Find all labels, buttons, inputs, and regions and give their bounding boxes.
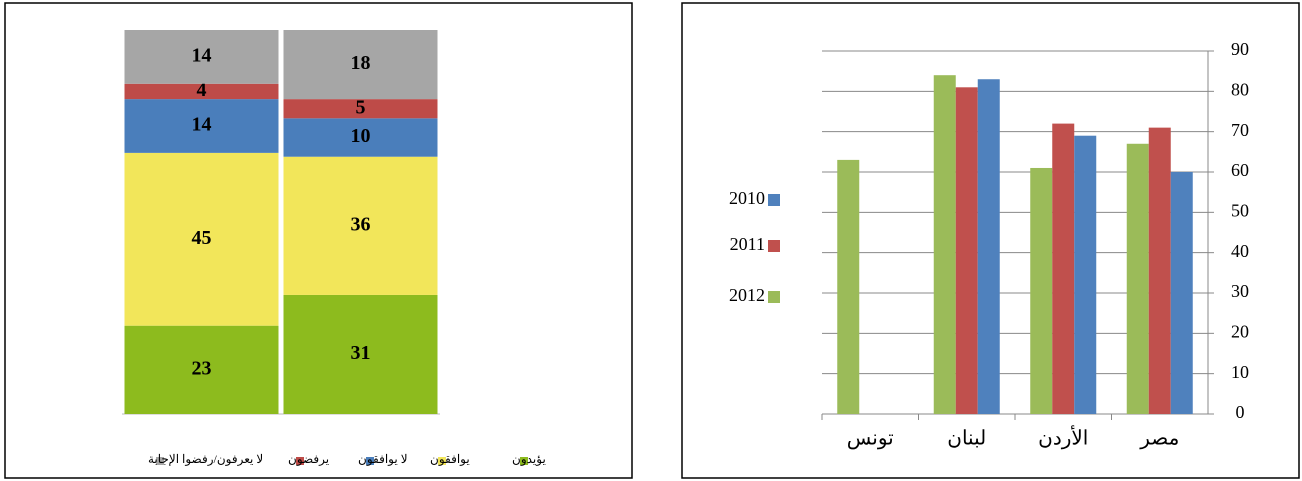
legend-label: لا يوافقون: [358, 452, 408, 466]
bar: [837, 159, 860, 414]
data-label: 14: [192, 114, 212, 136]
y-tick-label: 20: [1231, 321, 1249, 341]
legend-swatch: [438, 457, 446, 465]
x-tick-label: الأردن: [1038, 425, 1088, 450]
bar-segment: [124, 152, 279, 326]
bar-segment: [283, 30, 438, 100]
bar-segment: [124, 30, 279, 84]
data-label: 45: [192, 227, 212, 249]
y-tick-label: 60: [1231, 160, 1249, 180]
data-label: 23: [192, 357, 212, 379]
y-tick-label: 50: [1231, 200, 1249, 220]
y-tick-label: 10: [1231, 362, 1249, 382]
y-tick-label: 70: [1231, 120, 1249, 140]
bar-segment: [283, 118, 438, 157]
y-tick-label: 90: [1231, 39, 1249, 59]
bar: [955, 87, 978, 415]
x-tick-label: تونس: [847, 428, 894, 450]
bar-segment: [124, 99, 279, 153]
data-label: 18: [351, 52, 371, 74]
y-tick-label: 80: [1231, 79, 1249, 99]
y-tick-label: 40: [1231, 241, 1249, 261]
bar-segment: [283, 294, 438, 414]
legend-swatch: [366, 457, 374, 465]
bar: [1170, 172, 1193, 414]
legend-label: يؤيدون: [512, 452, 546, 466]
bar-segment: [283, 99, 438, 119]
legend-swatch: [768, 291, 780, 303]
legend-swatch: [768, 194, 780, 206]
legend-label: يرفضون: [288, 452, 329, 466]
legend-label: لا يعرفون/رفضوا الإجابة: [148, 452, 263, 467]
legend-swatch: [768, 240, 780, 252]
bar: [1074, 135, 1097, 414]
bar-segment: [283, 156, 438, 295]
x-tick-label: مصر: [1139, 428, 1179, 450]
data-label: 14: [192, 44, 212, 66]
x-tick-label: لبنان: [947, 428, 986, 450]
bar: [1148, 127, 1171, 414]
legend-label: 2011: [730, 234, 765, 254]
bar: [1030, 167, 1053, 414]
legend-label: 2012: [729, 285, 765, 305]
data-label: 36: [351, 213, 371, 235]
data-label: 4: [197, 79, 207, 101]
data-label: 31: [351, 342, 371, 364]
bar: [977, 79, 1000, 414]
bar-segment: [124, 325, 279, 414]
data-label: 10: [351, 125, 371, 147]
bar-segment: [124, 83, 279, 100]
legend-swatch: [296, 457, 304, 465]
y-tick-label: 30: [1231, 281, 1249, 301]
legend-label: يوافقون: [430, 452, 470, 466]
y-tick-label: 0: [1236, 402, 1245, 422]
data-label: 5: [356, 96, 366, 118]
legend-swatch: [520, 457, 528, 465]
legend-swatch: [156, 457, 164, 465]
legend-label: 2010: [729, 188, 765, 208]
bar: [1126, 143, 1149, 414]
bar: [933, 75, 956, 414]
bar: [1052, 123, 1075, 414]
